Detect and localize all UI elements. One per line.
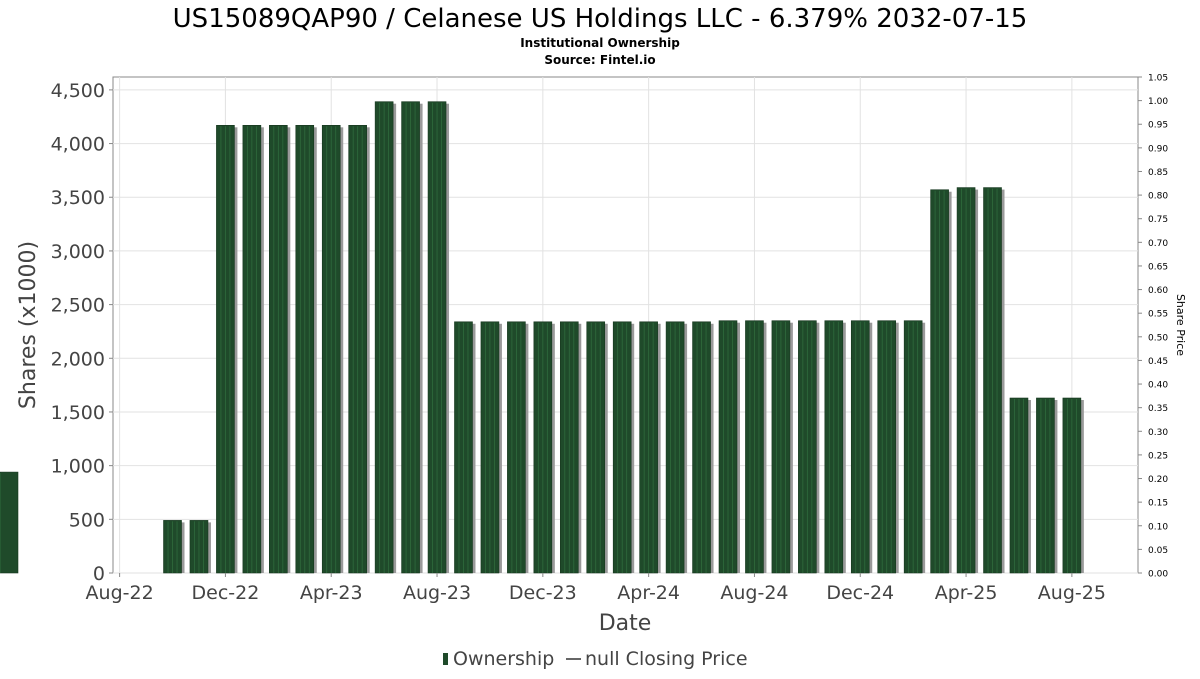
x-tick-label: Dec-24 xyxy=(826,582,894,604)
x-tick-label: Apr-25 xyxy=(935,582,998,604)
y2-tick-label: 1.05 xyxy=(1148,74,1168,84)
y2-tick-label: 0.80 xyxy=(1148,192,1168,202)
y2-tick-label: 0.30 xyxy=(1148,428,1168,438)
y2-tick-label: 0.95 xyxy=(1148,121,1168,131)
y-tick-label: 500 xyxy=(69,509,105,531)
x-tick-label: Aug-23 xyxy=(403,582,471,604)
y2-tick-label: 0.85 xyxy=(1148,168,1168,178)
bar xyxy=(0,471,19,574)
chart-source: Source: Fintel.io xyxy=(544,53,655,67)
y2-tick-label: 1.00 xyxy=(1148,97,1168,107)
y2-axis-ticks: 0.00 0.05 0.10 0.15 0.20 0.25 0.30 0.35 0.40 0.45… xyxy=(1138,74,1168,580)
x-axis-label: Date xyxy=(599,611,652,636)
y2-tick-label: 0.60 xyxy=(1148,286,1168,296)
y-tick-label: 1,000 xyxy=(51,456,105,478)
y-tick-label: 2,500 xyxy=(51,295,105,317)
legend-ownership-label: Ownership xyxy=(453,648,554,670)
chart-subtitle: Institutional Ownership xyxy=(520,36,680,50)
y2-tick-label: 0.75 xyxy=(1148,215,1168,225)
x-tick-label: Dec-22 xyxy=(192,582,260,604)
y-tick-label: 3,500 xyxy=(51,187,105,209)
bars xyxy=(0,101,1084,574)
y2-tick-label: 0.55 xyxy=(1148,310,1168,320)
y2-axis-label: Share Price xyxy=(1174,294,1187,356)
legend-price-label: null Closing Price xyxy=(585,648,748,670)
legend-ownership-swatch xyxy=(443,653,448,665)
y2-tick-label: 0.45 xyxy=(1148,357,1168,367)
y-tick-label: 4,500 xyxy=(51,80,105,102)
y-tick-label: 0 xyxy=(93,563,105,585)
y2-tick-label: 0.50 xyxy=(1148,333,1168,343)
x-tick-label: Aug-22 xyxy=(86,582,154,604)
y2-tick-label: 0.20 xyxy=(1148,475,1168,485)
y2-tick-label: 0.70 xyxy=(1148,239,1168,249)
x-tick-label: Aug-25 xyxy=(1038,582,1106,604)
y-tick-label: 3,000 xyxy=(51,241,105,263)
y2-tick-label: 0.40 xyxy=(1148,381,1168,391)
legend: Ownership null Closing Price xyxy=(443,648,748,670)
y2-tick-label: 0.25 xyxy=(1148,451,1168,461)
y-axis-ticks: 0 500 1,000 1,500 2,000 2,500 3,000 3,500 4,000 4… xyxy=(51,80,113,585)
x-tick-label: Apr-23 xyxy=(300,582,363,604)
y-tick-label: 4,000 xyxy=(51,134,105,156)
x-tick-label: Apr-24 xyxy=(617,582,680,604)
y2-tick-label: 0.00 xyxy=(1148,570,1168,580)
y2-tick-label: 0.35 xyxy=(1148,404,1168,414)
y2-tick-label: 0.10 xyxy=(1148,522,1168,532)
y2-tick-label: 0.15 xyxy=(1148,499,1168,509)
y-axis-label: Shares (x1000) xyxy=(16,241,41,409)
x-axis-ticks: Aug-22 Dec-22 Apr-23 Aug-23 Dec-23 Apr-24 Aug-… xyxy=(86,573,1106,604)
y2-tick-label: 0.90 xyxy=(1148,144,1168,154)
y2-tick-label: 0.05 xyxy=(1148,546,1168,556)
y2-tick-label: 0.65 xyxy=(1148,262,1168,272)
y-tick-label: 1,500 xyxy=(51,402,105,424)
x-tick-label: Aug-24 xyxy=(720,582,788,604)
chart-title: US15089QAP90 / Celanese US Holdings LLC … xyxy=(173,4,1028,34)
y-tick-label: 2,000 xyxy=(51,348,105,370)
x-tick-label: Dec-23 xyxy=(509,582,577,604)
